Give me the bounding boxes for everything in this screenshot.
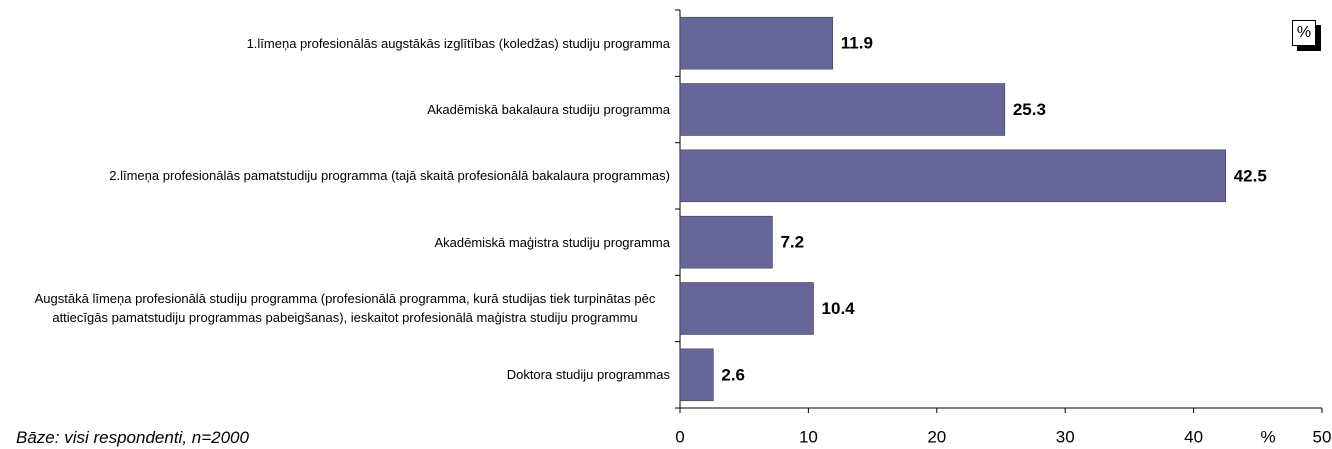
category-text: Akadēmiskā bakalaura studiju programma — [427, 101, 670, 117]
category-label: 2.līmeņa profesionālās pamatstudiju prog… — [0, 143, 670, 209]
x-tick-label: 20 — [927, 427, 946, 446]
x-tick-label: 50 — [1313, 427, 1332, 446]
x-tick-label: 30 — [1056, 427, 1075, 446]
note: Bāze: visi respondenti, n=2000 — [16, 428, 249, 447]
value-label: 11.9 — [841, 34, 873, 53]
x-tick-label: 0 — [675, 427, 684, 446]
bar — [679, 215, 773, 269]
x-axis-label: % — [1260, 427, 1275, 446]
value-label: 10.4 — [822, 299, 856, 318]
category-text: 1.līmeņa profesionālās augstākās izglītī… — [246, 35, 670, 51]
bar — [679, 149, 1226, 203]
category-text: Akadēmiskā maģistra studiju programma — [434, 234, 670, 250]
category-text: Doktora studiju programmas — [506, 367, 670, 383]
value-label: 7.2 — [780, 233, 804, 252]
category-text: Augstākā līmeņa profesionālā studiju pro… — [34, 291, 656, 326]
category-label: 1.līmeņa profesionālās augstākās izglītī… — [0, 10, 670, 76]
category-label: Doktora studiju programmas — [0, 342, 670, 408]
bar — [679, 348, 714, 402]
value-label: 25.3 — [1013, 100, 1046, 119]
x-tick-label: 40 — [1184, 427, 1203, 446]
bar — [679, 83, 1006, 136]
category-label: Akadēmiskā bakalaura studiju programma — [0, 76, 670, 142]
bar — [679, 16, 834, 70]
x-tick-label: 10 — [799, 427, 818, 446]
category-label: Augstākā līmeņa profesionālā studiju pro… — [0, 275, 670, 341]
unit-box: % — [1292, 20, 1316, 46]
category-text: 2.līmeņa profesionālās pamatstudiju prog… — [109, 168, 670, 184]
category-label: Akadēmiskā maģistra studiju programma — [0, 209, 670, 275]
value-label: 2.6 — [721, 365, 745, 384]
value-label: 42.5 — [1234, 166, 1267, 185]
bar — [679, 282, 814, 335]
